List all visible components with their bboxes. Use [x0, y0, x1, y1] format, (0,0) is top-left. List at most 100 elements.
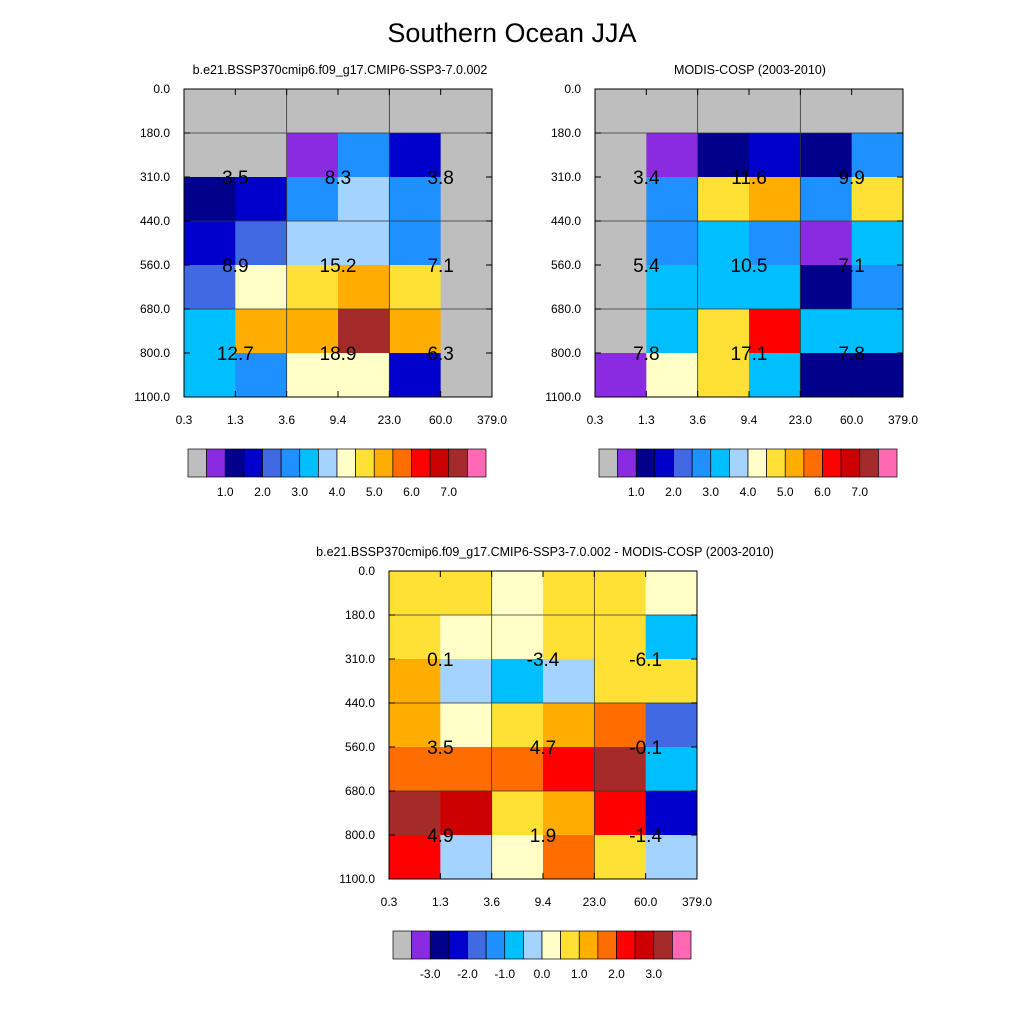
heatmap-cell — [851, 309, 904, 354]
heatmap-cell — [697, 133, 750, 178]
heatmap-cell — [800, 265, 853, 310]
colorbar-swatch — [392, 930, 412, 960]
panel-title-model: b.e21.BSSP370cmip6.f09_g17.CMIP6-SSP3-7.… — [192, 63, 488, 77]
heatmap-cell — [286, 265, 339, 310]
colorbar-swatch — [729, 448, 749, 478]
heatmap-cell — [697, 309, 750, 354]
heatmap-cell — [594, 835, 647, 880]
heatmap-cell — [645, 615, 698, 660]
colorbar-swatch — [299, 448, 319, 478]
colorbar-swatch — [411, 930, 431, 960]
colorbar-swatch — [747, 448, 767, 478]
heatmap-cell — [440, 747, 493, 792]
heatmap-cell — [286, 309, 339, 354]
heatmap-cell — [646, 353, 699, 398]
heatmap-cell — [440, 221, 493, 266]
colorbar-swatch — [224, 448, 245, 478]
colorbar-tick-label: 4.0 — [740, 485, 757, 499]
y-tick-label: 1100.0 — [545, 390, 581, 404]
heatmap-cell — [235, 221, 288, 266]
cell-value-label: -1.4 — [629, 826, 662, 847]
heatmap-cell — [594, 615, 647, 660]
heatmap-cell — [851, 353, 904, 398]
heatmap-cell — [338, 309, 390, 354]
heatmap-cell — [491, 791, 544, 836]
heatmap-cell — [235, 177, 288, 222]
x-tick-label: 3.6 — [278, 413, 295, 427]
heatmap-cell — [491, 659, 544, 704]
y-tick-label: 680.0 — [551, 302, 581, 316]
heatmap-cell — [440, 835, 493, 880]
heatmap-cell — [338, 177, 390, 222]
heatmap-cell — [646, 89, 699, 134]
heatmap-cell — [594, 659, 647, 704]
cell-value-label: 7.1 — [427, 256, 453, 277]
colorbar-swatch — [653, 930, 673, 960]
heatmap-cell — [389, 133, 442, 178]
heatmap-cell — [646, 133, 699, 178]
x-tick-label: 0.3 — [381, 895, 398, 909]
heatmap-cell — [286, 221, 339, 266]
colorbar-tick-label: 0.0 — [534, 967, 551, 981]
heatmap-cell — [543, 571, 595, 616]
heatmap-cell — [389, 177, 442, 222]
colorbar-swatch — [429, 930, 450, 960]
heatmap-cell — [697, 177, 750, 222]
heatmap-cell — [697, 353, 750, 398]
heatmap-cell — [338, 353, 390, 398]
x-tick-label: 3.6 — [483, 895, 500, 909]
heatmap-cell — [543, 703, 595, 748]
heatmap-cell — [851, 133, 904, 178]
colorbar-swatch — [635, 448, 656, 478]
heatmap-cell — [184, 221, 236, 266]
colorbar-swatch — [448, 930, 468, 960]
colorbar-tick-label: -2.0 — [457, 967, 478, 981]
heatmap-cell — [595, 133, 647, 178]
heatmap-cell — [440, 89, 493, 134]
heatmap-cell — [749, 89, 801, 134]
colorbar-tick-label: 3.0 — [291, 485, 308, 499]
heatmap-cell — [800, 133, 853, 178]
colorbar-swatch — [280, 448, 301, 478]
heatmap-cell — [800, 221, 853, 266]
heatmap-cell — [389, 791, 441, 836]
heatmap-cell — [646, 309, 699, 354]
heatmap-cell — [440, 353, 493, 398]
heatmap-cell — [749, 265, 801, 310]
heatmap-cell — [543, 791, 595, 836]
x-tick-label: 1.3 — [432, 895, 449, 909]
heatmap-cell — [697, 221, 750, 266]
heatmap-cell — [749, 353, 801, 398]
colorbar-tick-label: 6.0 — [814, 485, 831, 499]
colorbar-swatch — [411, 448, 431, 478]
y-tick-label: 0.0 — [153, 82, 170, 96]
colorbar-swatch — [336, 448, 356, 478]
heatmap-cell — [389, 571, 441, 616]
heatmap-cell — [491, 703, 544, 748]
heatmap-cell — [491, 835, 544, 880]
heatmap-cell — [338, 89, 390, 134]
heatmap-cell — [851, 221, 904, 266]
y-tick-label: 310.0 — [345, 652, 375, 666]
heatmap-cell — [440, 791, 493, 836]
cell-value-label: 3.4 — [633, 168, 660, 189]
heatmap-cell — [440, 133, 493, 178]
heatmap-cell — [389, 615, 441, 660]
colorbar-swatch — [617, 448, 637, 478]
cell-value-label: 10.5 — [731, 256, 768, 277]
colorbar-obs: 1.0 2.0 3.0 4.0 5.0 6.0 7.0 — [598, 448, 898, 499]
heatmap-cell — [491, 571, 544, 616]
colorbar-tick-label: 7.0 — [440, 485, 457, 499]
heatmap-cell — [594, 571, 647, 616]
colorbar-swatch — [355, 448, 375, 478]
cell-value-label: 18.9 — [320, 344, 357, 365]
heatmap-cell — [440, 309, 493, 354]
cell-value-label: 7.8 — [633, 344, 659, 365]
colorbar-tick-label: 5.0 — [366, 485, 383, 499]
heatmap-cell — [749, 221, 801, 266]
cell-value-label: 5.4 — [633, 256, 660, 277]
heatmap-cell — [851, 89, 904, 134]
heatmap-cell — [184, 309, 236, 354]
cell-value-label: 0.1 — [427, 650, 453, 671]
colorbar-swatch — [840, 448, 861, 478]
